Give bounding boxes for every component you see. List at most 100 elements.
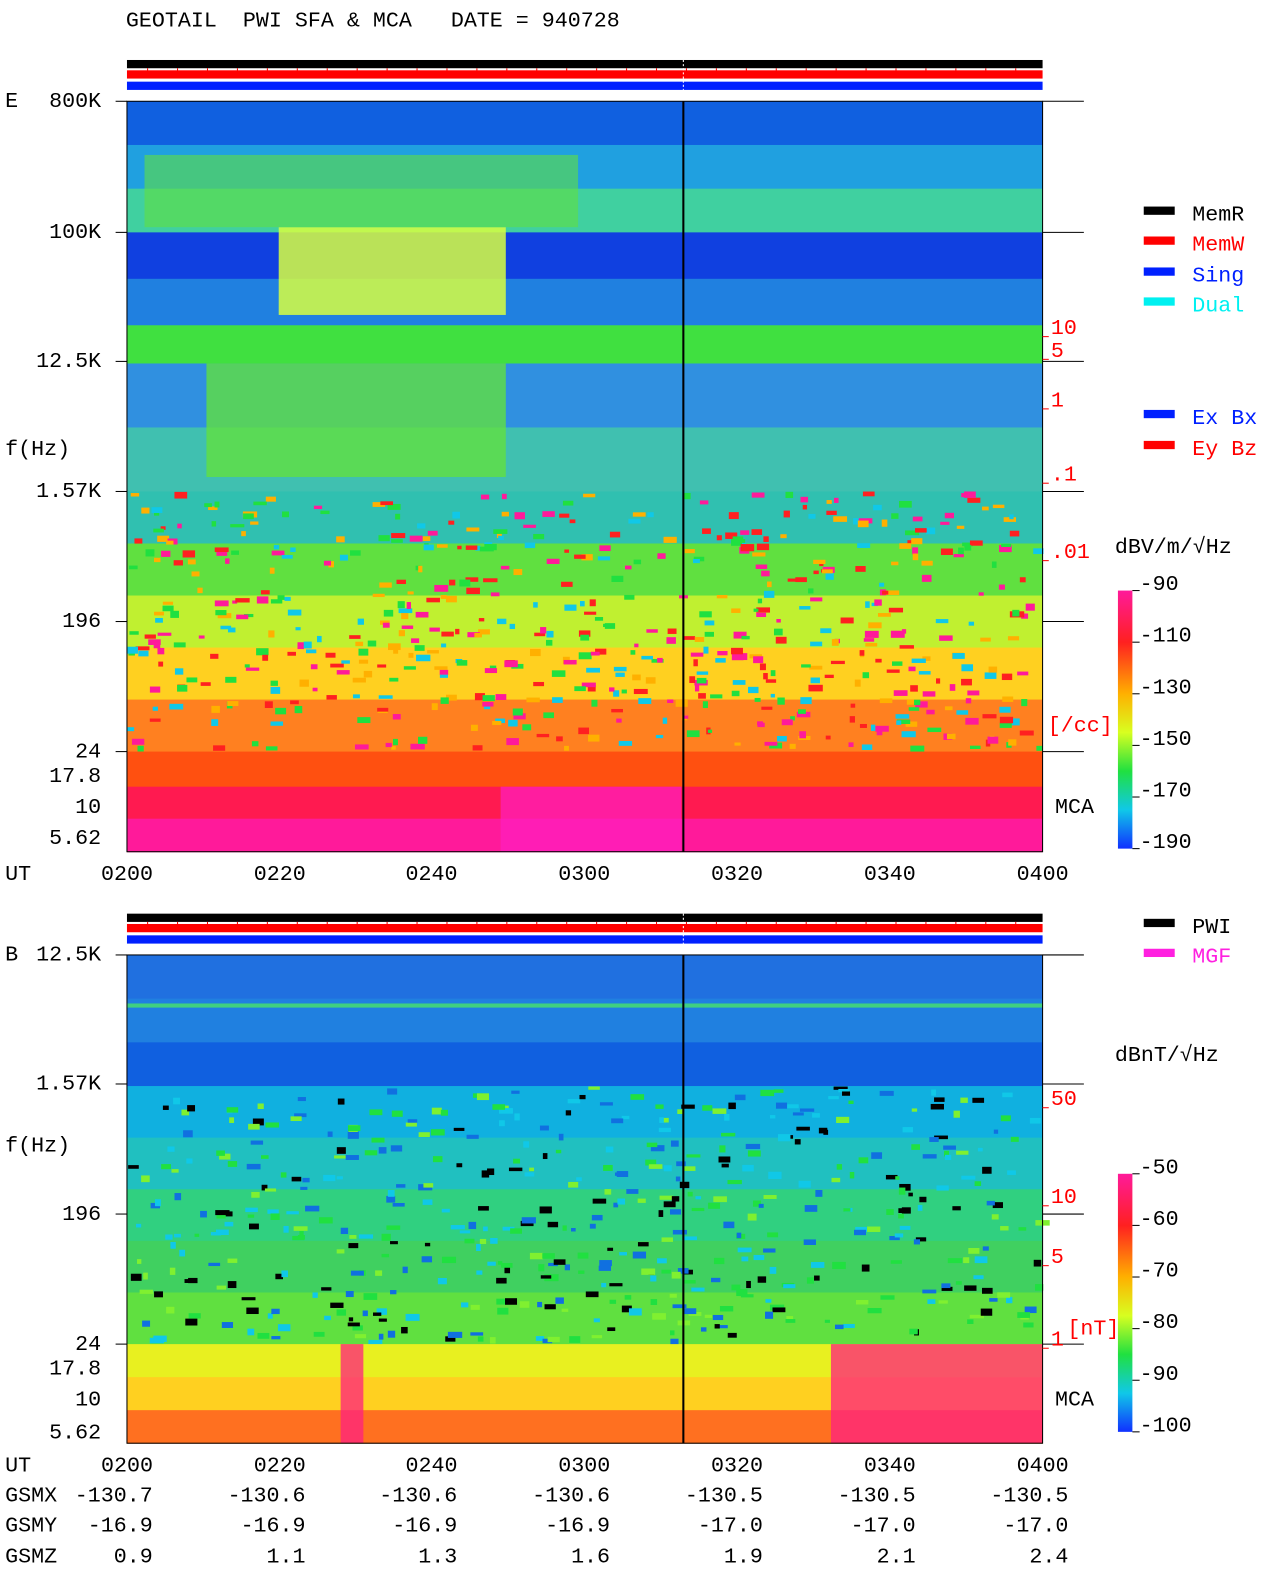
spectrogram-cell <box>875 658 882 663</box>
spectrogram-cell <box>493 529 508 534</box>
spectrogram-cell <box>243 613 254 618</box>
spectrogram-cell <box>161 550 171 557</box>
spectrogram-cell <box>188 1313 201 1319</box>
spectrogram-cell <box>377 664 387 668</box>
spectrogram-cell <box>323 560 332 566</box>
spectrogram-cell <box>1019 730 1034 736</box>
spectrogram-cell <box>968 621 975 626</box>
spectrogram-cell <box>759 663 766 671</box>
spectrogram-cell <box>671 1271 681 1279</box>
spectrogram-cell <box>564 745 569 751</box>
spectrogram-cell <box>838 1089 850 1093</box>
spectrogram-cell <box>151 507 163 513</box>
spectrogram-cell <box>267 1209 279 1214</box>
orbit-value: -130.5 <box>990 1484 1068 1509</box>
spectrogram-cell <box>719 1325 728 1329</box>
spectrogram-cell <box>753 608 759 612</box>
y-tick-label: 196 <box>62 1202 101 1227</box>
spectrogram-cell <box>556 736 563 742</box>
spectrogram-cell <box>578 630 591 637</box>
spectrogram-cell <box>555 1297 564 1304</box>
spectrogram-cell <box>696 671 709 675</box>
spectrogram-cell <box>282 511 289 518</box>
orbit-value: 1.3 <box>418 1544 457 1569</box>
spectrogram-cell <box>391 1110 403 1117</box>
spectrogram-cell <box>854 679 861 687</box>
spectrogram-cell <box>270 599 283 604</box>
spectrogram-cell <box>877 613 891 617</box>
y-tick-label: 17.8 <box>49 1357 101 1382</box>
spectrogram-cell <box>326 695 337 700</box>
spectrogram-cell <box>773 628 783 636</box>
spectrogram-cell <box>912 553 919 561</box>
spectrogram-cell <box>756 543 770 551</box>
spectrogram-cell <box>894 1233 904 1238</box>
spectrogram-cell <box>167 1146 175 1152</box>
spectrogram-cell <box>647 512 654 518</box>
spectrogram-cell <box>949 684 956 691</box>
spectrogram-cell <box>401 612 409 620</box>
spectrogram-cell <box>677 1109 684 1114</box>
spectrogram-cell <box>770 670 776 677</box>
spectrogram-cell <box>245 667 260 671</box>
spectrogram-cell <box>910 685 918 692</box>
spectrogram-cell <box>287 651 296 656</box>
spectrogram-cell <box>483 1226 488 1232</box>
spectrogram-cell <box>757 1276 767 1283</box>
spectrogram-cell <box>800 496 809 503</box>
spectrogram-cell <box>174 1193 182 1201</box>
spectrogram-cell <box>401 1326 408 1334</box>
spectrogram-cell <box>211 719 219 726</box>
spectrogram-cell <box>392 1202 405 1207</box>
spectrogram-cell <box>166 540 174 545</box>
spectrogram-cell <box>638 698 652 705</box>
spectrogram-cell <box>269 567 275 574</box>
spectrogram-cell <box>227 701 239 707</box>
spectrogram-cell <box>526 697 540 703</box>
spectrogram-cell <box>692 559 700 564</box>
mca-label: MCA <box>1055 1388 1094 1413</box>
spectrogram-cell <box>666 637 676 644</box>
density-tick-label: .1 <box>1051 463 1077 488</box>
spectrogram-cell <box>174 491 188 499</box>
spectrogram-cell <box>689 676 696 683</box>
spectrogram-cell <box>590 651 600 656</box>
spectrogram-cell <box>232 600 238 604</box>
spectrogram-cell <box>881 519 888 527</box>
spectrogram-cell <box>252 1118 264 1126</box>
spectrogram-cell <box>952 653 965 659</box>
spectrogram-cell <box>268 630 275 638</box>
spectrogram-cell <box>411 638 420 643</box>
spectrogram-cell <box>632 674 641 681</box>
spectrogram-cell <box>861 744 873 751</box>
y-tick-label: 100K <box>49 220 101 245</box>
spectrogram-cell <box>347 1125 361 1132</box>
spectrogram-cell <box>387 503 401 510</box>
spectrogram-cell <box>921 560 933 566</box>
spectrogram-cell <box>265 1122 279 1128</box>
spectrogram-cell <box>347 1322 360 1327</box>
y-tick-label: 24 <box>75 739 101 764</box>
spectrogram-cell <box>752 552 766 557</box>
spectrogram-cell <box>982 714 997 719</box>
spectrogram-cell <box>225 676 237 683</box>
spectrogram-cell <box>681 1104 695 1109</box>
spectrogram-cell <box>466 1134 479 1139</box>
orbit-value: -130.6 <box>379 1484 457 1509</box>
spectrogram-cell <box>500 565 510 570</box>
spectrogram-cell <box>999 716 1014 724</box>
spectrogram-cell <box>595 648 607 655</box>
spectrogram-cell <box>337 1098 345 1105</box>
spectrogram-cell <box>579 1094 586 1100</box>
spectrogram-cell <box>886 1209 894 1215</box>
spectrogram-cell <box>390 1241 398 1245</box>
spectrogram-cell <box>445 1336 456 1342</box>
spectrogram-cell <box>944 1150 950 1157</box>
spectrogram-cell <box>479 546 494 552</box>
spectrogram-cell <box>980 637 991 642</box>
spectrogram-cell <box>284 596 291 601</box>
spectrogram-cell <box>533 533 545 540</box>
spectrogram-cell <box>808 513 816 519</box>
spectrogram-cell <box>800 697 812 705</box>
spectrogram-cell <box>161 1164 172 1170</box>
